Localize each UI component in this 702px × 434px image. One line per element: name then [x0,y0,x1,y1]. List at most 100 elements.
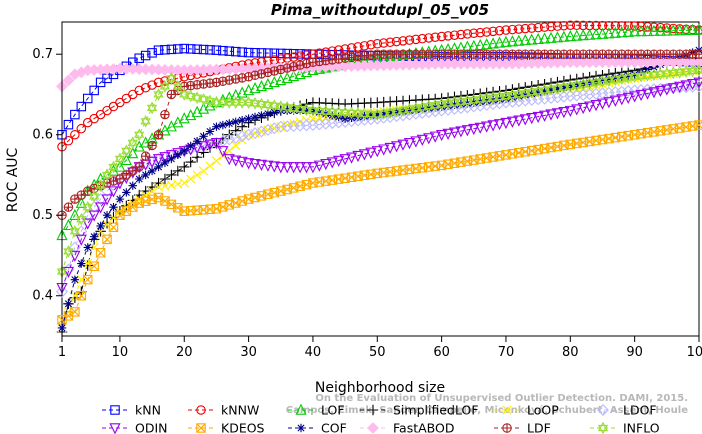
data-point-lof [551,31,564,43]
data-point-lof [69,208,81,220]
data-point-knn [288,48,299,59]
data-point-ldof [622,85,635,97]
data-point-ldof [281,120,294,133]
data-point-inflo [237,96,248,109]
data-point-kdeos [128,202,138,212]
data-point-knn [134,53,144,63]
legend-marker [367,404,379,416]
data-point-inflo [153,88,164,101]
data-point-odin [403,138,416,150]
data-point-cof [199,132,208,141]
data-point-odin [513,115,525,127]
data-point-knnw [501,25,511,35]
watermark: On the Evaluation of Unsupervised Outlie… [286,393,688,416]
data-point-lof [532,32,544,45]
data-point-knnw [610,21,621,31]
data-point-odin [416,134,428,146]
data-point-knnw [147,80,157,90]
x-tick-label: 10 [112,345,129,360]
series-line-inflo [61,69,700,272]
legend-item-kdeos: KDEOS [188,421,265,434]
data-point-knnw [153,77,164,88]
data-point-knnw [436,31,447,42]
data-point-knnw [378,38,389,48]
data-point-kdeos [166,199,177,210]
data-point-cof [328,111,337,120]
data-point-odin [461,125,473,137]
data-point-lof [686,23,699,35]
legend-label: LDF [527,421,551,434]
data-point-cof [102,211,112,220]
data-point-cof [70,275,80,284]
x-tick-label: 100 [687,345,702,360]
data-point-odin [378,144,390,156]
data-point-cof [295,106,305,115]
data-point-odin [326,157,338,169]
y-axis: 0.4 0.5 0.6 0.7 [32,47,63,304]
data-point-ldf [134,162,144,172]
data-point-knnw [662,23,672,33]
legend-label: LoOP [527,403,559,418]
data-point-lof [635,25,647,37]
data-point-lof [654,24,666,36]
data-point-ldf [121,170,132,180]
data-point-lof [629,25,641,37]
data-point-odin [223,154,235,166]
data-point-odin [429,131,441,143]
data-point-lof [680,23,692,36]
data-point-cof [89,232,99,241]
data-point-kdeos [160,196,170,206]
data-point-odin [635,89,647,102]
data-point-ldf [115,174,125,184]
data-point-odin [545,109,557,121]
data-point-lof [616,26,628,38]
data-point-odin [609,95,621,107]
data-point-knnw [359,41,370,51]
data-point-knn [153,45,164,55]
data-point-lof [622,25,634,37]
data-point-cof [225,119,234,128]
data-point-knnw [636,21,646,32]
data-point-knnw [552,21,563,31]
legend-label: kNNW [221,403,259,418]
data-point-lof [288,69,300,82]
data-point-odin [210,138,223,150]
data-point-ldof [538,92,551,105]
data-point-odin [493,119,506,131]
data-point-cof [96,221,105,231]
data-point-knn [269,48,280,58]
data-point-ldf [160,109,170,120]
data-point-cof [135,174,144,184]
data-point-loop [179,178,189,188]
x-tick-label: 20 [176,345,193,360]
data-point-knnw [559,20,569,31]
data-point-lof [590,28,602,40]
data-point-cof [418,104,427,114]
data-point-lof [75,196,87,208]
data-point-inflo [140,114,151,128]
data-point-ldf [153,129,164,140]
legend-label: ODIN [135,421,168,434]
data-point-loop [198,166,209,176]
legend-item-knnw: kNNW [188,403,259,418]
data-point-knn [147,48,157,58]
legend-label: COF [321,421,347,434]
data-point-odin [390,141,403,153]
data-point-knnw [629,21,640,31]
data-point-odin [654,85,666,98]
series-line-odin [61,81,700,288]
data-point-odin [564,105,576,117]
data-point-inflo [172,80,183,93]
data-point-odin [616,94,628,106]
data-point-knnw [520,23,531,34]
data-point-knn [230,46,241,57]
data-point-odin [526,113,538,125]
data-point-odin [622,92,634,104]
data-point-knnw [494,25,505,36]
data-point-lof [114,160,126,172]
legend-marker [597,404,609,416]
data-point-ldof [313,118,326,131]
data-point-odin [107,186,120,198]
data-point-lof [538,32,551,44]
legend-marker [196,405,206,415]
